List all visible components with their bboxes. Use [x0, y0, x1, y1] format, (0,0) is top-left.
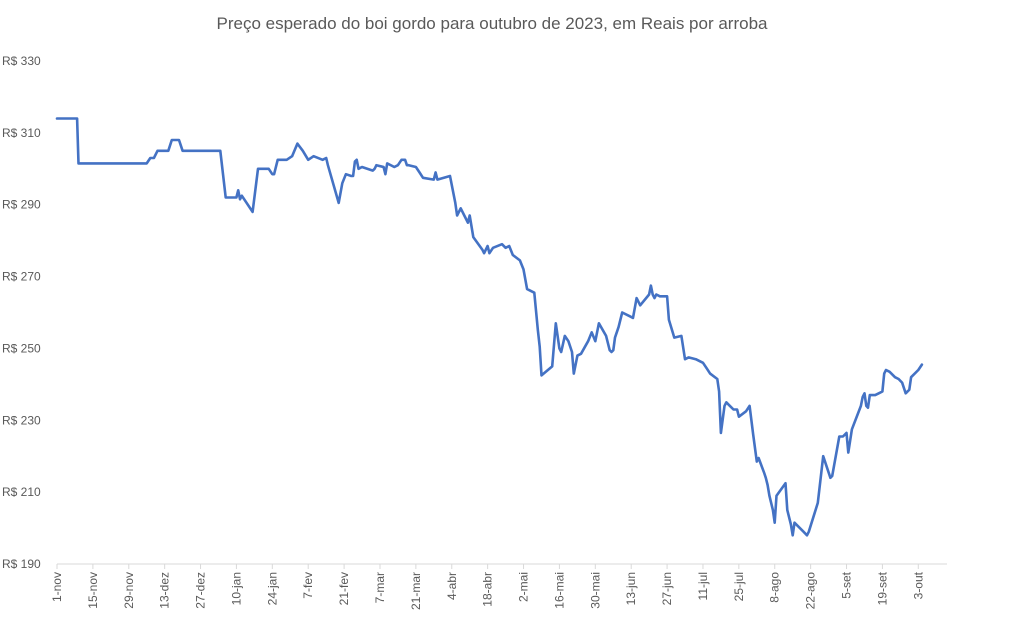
series-group — [55, 117, 924, 537]
x-tick-label: 24-jan — [265, 572, 279, 605]
chart-title: Preço esperado do boi gordo para outubro… — [216, 14, 768, 33]
x-tick-label: 8-ago — [768, 572, 782, 603]
series-line — [55, 117, 924, 537]
x-tick-label: 13-jun — [624, 572, 638, 605]
x-tick-label: 16-mai — [552, 572, 566, 609]
x-tick-label: 4-abr — [445, 572, 459, 600]
x-tick-label: 30-mai — [588, 572, 602, 609]
x-tick-label: 29-nov — [122, 572, 136, 609]
x-tick-label: 7-fev — [301, 572, 315, 599]
y-axis: R$ 330 R$ 310 R$ 290 R$ 270 R$ 250 R$ 230 R$ 2… — [2, 54, 41, 571]
y-tick-label: R$ 230 — [2, 413, 41, 427]
x-tick-label: 21-fev — [337, 572, 351, 605]
x-tick-label: 7-mar — [373, 572, 387, 603]
x-tick-label: 3-out — [911, 571, 925, 599]
y-tick-label: R$ 210 — [2, 485, 41, 499]
x-tick-label: 19-set — [875, 571, 889, 605]
x-tick-label: 1-nov — [50, 572, 64, 602]
y-tick-label: R$ 330 — [2, 54, 41, 68]
x-tick-label: 22-ago — [804, 572, 818, 610]
x-tick-label: 21-mar — [409, 572, 423, 610]
x-tick-label: 10-jan — [229, 572, 243, 605]
x-tick-label: 18-abr — [481, 572, 495, 607]
x-axis: 1-nov 15-nov 29-nov 13-dez 27-dez 10-jan 24-ja… — [50, 563, 947, 610]
y-tick-label: R$ 310 — [2, 126, 41, 140]
x-tick-label: 11-jul — [696, 572, 710, 600]
x-tick-label: 27-jun — [660, 572, 674, 605]
x-tick-label: 15-nov — [86, 572, 100, 609]
x-tick-label: 27-dez — [194, 572, 208, 609]
x-tick-label: 13-dez — [158, 572, 172, 609]
y-tick-label: R$ 290 — [2, 198, 41, 212]
x-tick-label: 25-jul — [732, 572, 746, 601]
x-tick-label: 5-set — [840, 571, 854, 598]
y-tick-label: R$ 250 — [2, 341, 41, 355]
y-tick-label: R$ 190 — [2, 557, 41, 571]
y-tick-label: R$ 270 — [2, 270, 41, 284]
x-tick-label: 2-mai — [517, 572, 531, 602]
